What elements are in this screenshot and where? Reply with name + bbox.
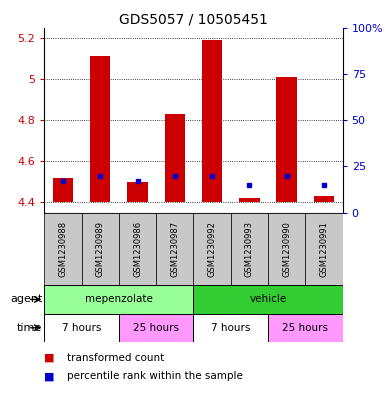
- Text: time: time: [17, 323, 42, 333]
- Text: GSM1230986: GSM1230986: [133, 221, 142, 277]
- Bar: [119, 314, 194, 342]
- Text: 7 hours: 7 hours: [211, 323, 251, 333]
- Bar: [194, 314, 268, 342]
- Bar: [44, 314, 119, 342]
- Bar: [127, 182, 148, 202]
- Text: GSM1230987: GSM1230987: [170, 221, 179, 277]
- Bar: [239, 198, 259, 202]
- Bar: [119, 213, 156, 285]
- Text: GSM1230988: GSM1230988: [59, 221, 67, 277]
- Bar: [164, 114, 185, 202]
- Text: mepenzolate: mepenzolate: [85, 294, 153, 305]
- Text: vehicle: vehicle: [249, 294, 287, 305]
- Bar: [314, 196, 334, 202]
- Bar: [53, 178, 73, 202]
- Bar: [156, 213, 194, 285]
- Text: ■: ■: [44, 353, 55, 363]
- Text: agent: agent: [10, 294, 42, 305]
- Bar: [194, 213, 231, 285]
- Text: GSM1230992: GSM1230992: [208, 221, 217, 277]
- Text: transformed count: transformed count: [67, 353, 165, 363]
- Bar: [268, 314, 343, 342]
- Text: GSM1230993: GSM1230993: [245, 221, 254, 277]
- Bar: [44, 213, 82, 285]
- Bar: [202, 40, 223, 202]
- Text: 25 hours: 25 hours: [282, 323, 328, 333]
- Text: ■: ■: [44, 371, 55, 382]
- Text: GSM1230989: GSM1230989: [96, 221, 105, 277]
- Text: 7 hours: 7 hours: [62, 323, 101, 333]
- Title: GDS5057 / 10505451: GDS5057 / 10505451: [119, 12, 268, 26]
- Bar: [305, 213, 343, 285]
- Bar: [231, 213, 268, 285]
- Text: 25 hours: 25 hours: [133, 323, 179, 333]
- Text: GSM1230990: GSM1230990: [282, 221, 291, 277]
- Text: GSM1230991: GSM1230991: [320, 221, 328, 277]
- Bar: [194, 285, 343, 314]
- Text: percentile rank within the sample: percentile rank within the sample: [67, 371, 243, 382]
- Bar: [276, 77, 297, 202]
- Bar: [268, 213, 305, 285]
- Bar: [90, 56, 110, 202]
- Bar: [44, 285, 194, 314]
- Bar: [82, 213, 119, 285]
